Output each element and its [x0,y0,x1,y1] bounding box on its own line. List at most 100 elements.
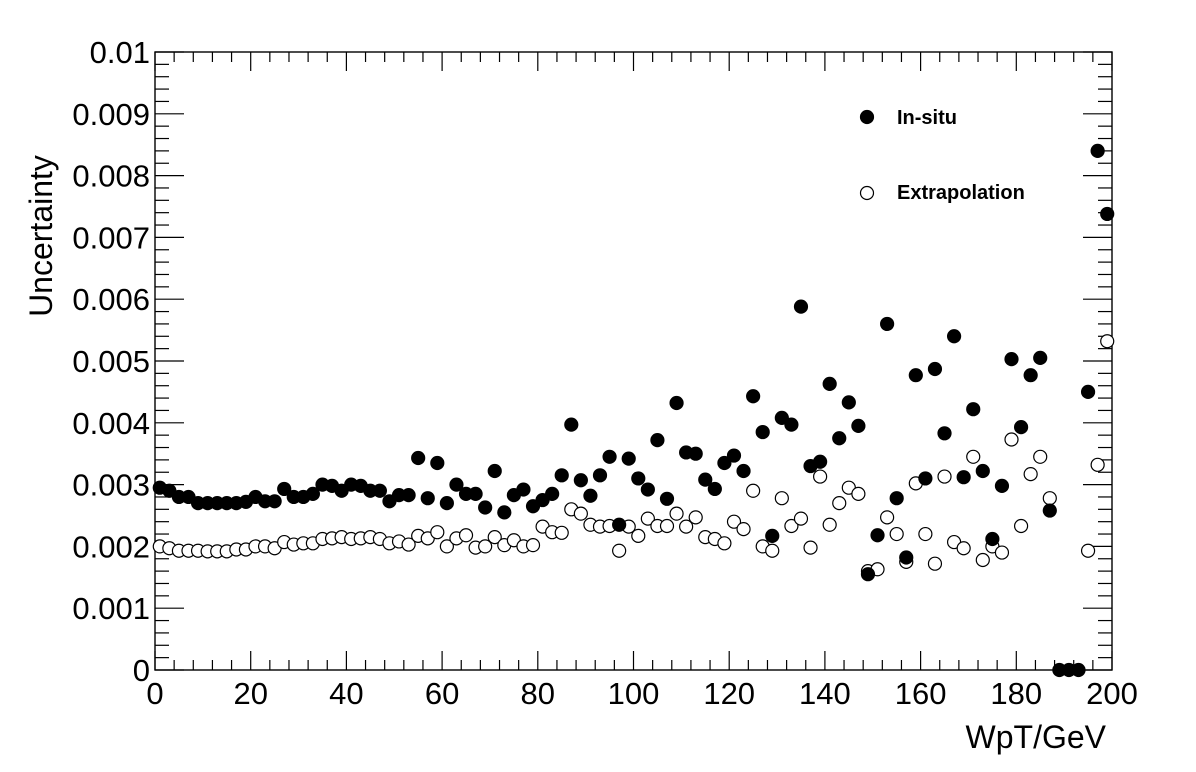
point-in-situ [612,517,627,532]
point-in-situ [449,477,464,492]
point-in-situ [411,450,426,466]
point-extrapolation [726,514,742,529]
point-in-situ [439,496,454,511]
point-in-situ [468,486,483,501]
point-in-situ [583,488,598,503]
point-in-situ [985,531,1000,547]
x-tick-label: 40 [329,676,363,711]
point-extrapolation [746,483,761,498]
y-tick-label: 0.003 [72,468,150,503]
point-extrapolation [487,530,502,545]
point-in-situ [813,454,828,469]
point-in-situ [975,463,990,479]
point-in-situ [688,446,703,461]
point-in-situ [516,482,531,497]
point-in-situ [918,471,933,486]
point-in-situ [401,488,416,503]
point-extrapolation [937,469,952,484]
point-in-situ [707,481,722,497]
point-extrapolation [851,486,866,501]
point-in-situ [267,494,282,509]
y-tick-labels: 0 0.001 0.002 0.003 0.004 0.005 0.006 0.007 0.00… [72,35,150,688]
point-in-situ [573,473,588,488]
y-tick-label: 0.009 [72,97,150,132]
point-extrapolation [688,510,703,525]
point-extrapolation [1013,518,1029,534]
legend-label-extrapolation: Extrapolation [897,182,1025,204]
x-tick-label: 140 [799,676,851,711]
x-tick-label: 80 [521,676,555,711]
point-in-situ [659,491,675,506]
point-in-situ [554,468,569,483]
y-tick-label: 0.006 [72,282,150,317]
point-in-situ [1004,352,1019,367]
point-in-situ [669,395,684,411]
point-in-situ [497,505,512,520]
point-in-situ [793,299,809,314]
point-extrapolation [1080,543,1096,558]
point-extrapolation [525,538,541,553]
point-in-situ [889,491,904,506]
point-extrapolation [640,511,655,526]
x-tick-label: 100 [608,676,660,711]
point-extrapolation [669,506,684,521]
point-extrapolation [478,539,493,554]
point-in-situ [899,550,914,565]
point-extrapolation [975,552,990,568]
point-in-situ [822,376,837,391]
point-extrapolation [736,521,751,537]
y-axis-label: Uncertainty [23,155,59,317]
plot-frame [154,51,1113,671]
point-in-situ [372,483,387,498]
point-in-situ [698,472,713,487]
point-in-situ [1080,384,1096,399]
point-extrapolation [1033,449,1048,464]
point-extrapolation [813,469,828,484]
point-extrapolation [956,541,971,556]
point-extrapolation [774,491,789,506]
point-in-situ [765,528,780,543]
point-in-situ [927,361,943,377]
point-in-situ [966,402,981,417]
point-in-situ [774,410,789,425]
point-in-situ [1023,368,1038,383]
point-in-situ [478,500,493,515]
point-in-situ [956,470,971,485]
point-in-situ [277,481,292,497]
point-in-situ [602,449,617,464]
point-extrapolation [1100,334,1115,349]
point-in-situ [621,451,636,466]
legend-marker-extrapolation [859,185,875,201]
point-extrapolation [889,526,904,542]
point-extrapolation [554,525,569,540]
point-extrapolation [1004,432,1019,447]
point-in-situ [1033,350,1048,366]
point-in-situ [832,431,847,446]
point-in-situ [746,389,761,404]
y-tick-label: 0.004 [72,406,150,441]
point-extrapolation [439,539,454,554]
y-tick-label: 0.007 [72,220,150,255]
point-extrapolation [401,537,416,552]
point-extrapolation [880,510,895,525]
point-in-situ [717,455,732,471]
axis-ticks [154,51,1113,671]
point-in-situ [870,528,885,543]
point-extrapolation [765,543,780,558]
point-in-situ [946,329,962,344]
point-extrapolation [1042,491,1057,506]
point-extrapolation [612,543,627,558]
point-in-situ [487,463,502,479]
y-tick-label: 0.01 [90,35,150,70]
point-extrapolation [679,519,694,534]
x-tick-label: 120 [703,676,755,711]
point-extrapolation [430,525,445,540]
point-extrapolation [927,556,943,571]
point-in-situ [592,468,608,483]
point-extrapolation [803,540,818,555]
y-tick-label: 0.002 [72,529,150,564]
x-tick-label: 160 [895,676,947,711]
point-in-situ [784,417,799,432]
point-extrapolation [573,506,588,521]
